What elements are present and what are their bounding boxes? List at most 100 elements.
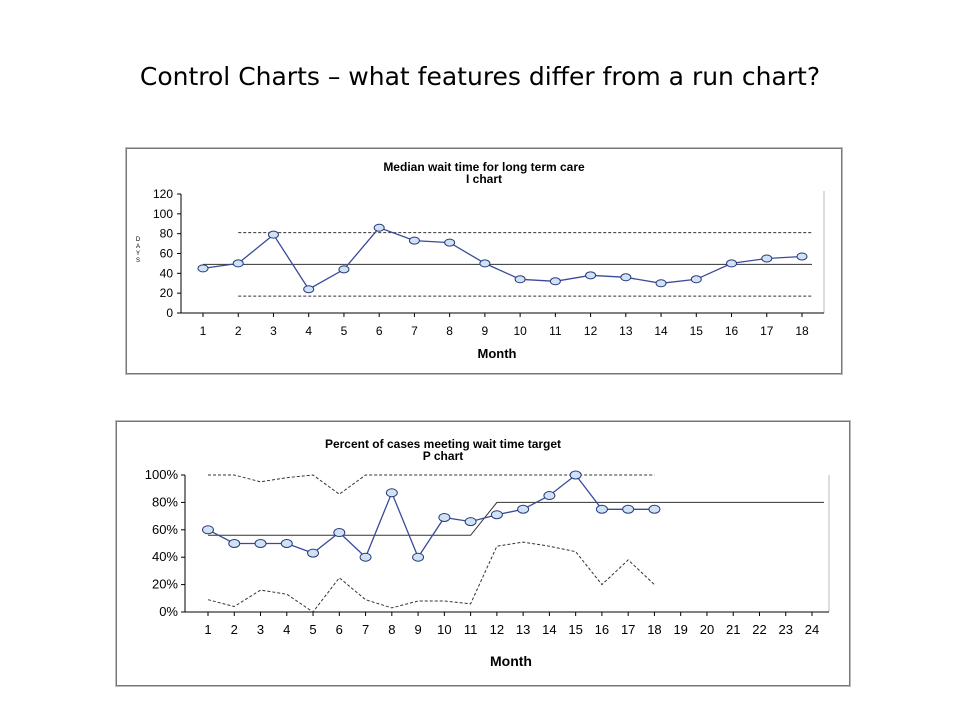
y-tick-label: 80% bbox=[152, 494, 178, 509]
x-tick-label: 22 bbox=[752, 622, 766, 637]
x-tick-label: 2 bbox=[231, 622, 238, 637]
series-line bbox=[202, 226, 803, 291]
x-tick-label: 1 bbox=[200, 324, 207, 338]
x-tick-label: 7 bbox=[411, 324, 418, 338]
y-tick-label: 20% bbox=[152, 577, 178, 592]
y-tick-label: 60 bbox=[160, 247, 174, 261]
data-point bbox=[307, 548, 320, 558]
chart-title: Percent of cases meeting wait time targe… bbox=[325, 437, 561, 451]
y-tick-label: 120 bbox=[153, 187, 173, 201]
y-tick-label: 60% bbox=[152, 522, 178, 537]
data-point bbox=[228, 539, 241, 548]
data-point bbox=[655, 279, 667, 288]
x-tick-label: 11 bbox=[464, 622, 478, 637]
data-point bbox=[254, 539, 267, 548]
x-tick-label: 12 bbox=[584, 324, 598, 338]
chart-subtitle: P chart bbox=[423, 449, 463, 463]
data-point bbox=[232, 259, 244, 268]
x-tick-label: 11 bbox=[549, 324, 562, 338]
x-tick-label: 15 bbox=[568, 622, 582, 637]
data-point bbox=[202, 525, 214, 535]
x-tick-label: 8 bbox=[388, 622, 395, 637]
x-tick-label: 4 bbox=[305, 324, 312, 338]
x-axis-label: Month bbox=[478, 346, 517, 361]
data-point bbox=[464, 517, 477, 527]
x-tick-label: 4 bbox=[283, 622, 290, 637]
data-point bbox=[338, 265, 350, 274]
y-tick-label: 20 bbox=[160, 286, 174, 300]
y-tick-label: 100 bbox=[153, 207, 173, 221]
y-tick-label: 40 bbox=[160, 266, 174, 280]
data-point bbox=[438, 512, 451, 522]
y-tick-label: 0% bbox=[159, 604, 178, 619]
data-point bbox=[280, 539, 293, 548]
x-tick-label: 10 bbox=[513, 324, 527, 338]
x-tick-label: 2 bbox=[235, 324, 242, 338]
x-tick-label: 14 bbox=[542, 622, 556, 637]
x-tick-label: 24 bbox=[805, 622, 819, 637]
x-tick-label: 23 bbox=[779, 622, 793, 637]
y-tick-label: 40% bbox=[152, 549, 178, 564]
y-axis-label-char: S bbox=[136, 258, 140, 264]
data-point bbox=[549, 277, 561, 286]
data-point bbox=[648, 504, 661, 514]
y-axis-label-char: Y bbox=[136, 251, 140, 257]
center-line bbox=[208, 501, 824, 536]
data-point bbox=[543, 491, 556, 501]
x-tick-label: 6 bbox=[336, 622, 343, 637]
x-tick-label: 5 bbox=[309, 622, 316, 637]
data-point bbox=[761, 254, 773, 263]
x-tick-label: 3 bbox=[257, 622, 264, 637]
x-tick-label: 17 bbox=[621, 622, 635, 637]
data-point bbox=[690, 275, 702, 284]
y-axis-label-char: A bbox=[136, 244, 140, 250]
x-tick-label: 10 bbox=[437, 622, 451, 637]
lower-control-limit bbox=[207, 541, 655, 613]
data-point bbox=[585, 271, 597, 280]
y-tick-label: 0 bbox=[166, 306, 173, 320]
i-chart-panel: 0 20 40 60 80 100 120 1 2 3 4 5 6 7 8 9 10 11 12 13 14 15 16 17… bbox=[126, 148, 842, 374]
x-tick-label: 3 bbox=[270, 324, 277, 338]
chart-title: Median wait time for long term care bbox=[383, 160, 585, 174]
x-tick-label: 20 bbox=[700, 622, 714, 637]
x-tick-label: 18 bbox=[795, 324, 809, 338]
x-tick-label: 16 bbox=[595, 622, 609, 637]
series-line bbox=[207, 474, 655, 559]
data-point bbox=[197, 264, 209, 273]
y-tick-label: 80 bbox=[160, 227, 174, 241]
data-point bbox=[726, 259, 738, 268]
data-point bbox=[267, 230, 279, 239]
data-point bbox=[444, 238, 456, 247]
data-point bbox=[359, 552, 372, 562]
data-point bbox=[620, 273, 632, 282]
y-tick-label: 100% bbox=[145, 467, 179, 482]
x-tick-label: 9 bbox=[414, 622, 421, 637]
data-point bbox=[796, 252, 808, 261]
data-point bbox=[490, 510, 503, 520]
data-point bbox=[514, 275, 526, 284]
x-tick-label: 12 bbox=[490, 622, 504, 637]
x-tick-label: 21 bbox=[726, 622, 740, 637]
x-tick-label: 19 bbox=[673, 622, 687, 637]
data-point bbox=[412, 552, 425, 562]
x-tick-label: 17 bbox=[760, 324, 774, 338]
p-chart-svg: 0%20%40%60%80%100%1 2 3 4 5 6 7 8 9 10 11 12 13 14 15 1… bbox=[145, 437, 830, 669]
data-point bbox=[303, 285, 315, 294]
data-point bbox=[333, 528, 346, 538]
x-tick-label: 13 bbox=[619, 324, 633, 338]
data-point bbox=[385, 488, 398, 498]
x-tick-label: 6 bbox=[376, 324, 383, 338]
data-point bbox=[517, 504, 530, 514]
chart-subtitle: I chart bbox=[466, 172, 502, 186]
x-tick-label: 14 bbox=[654, 324, 668, 338]
x-tick-label: 15 bbox=[690, 324, 704, 338]
x-axis-label: Month bbox=[490, 653, 532, 669]
data-point bbox=[595, 504, 608, 514]
x-tick-label: 9 bbox=[482, 324, 489, 338]
x-tick-label: 8 bbox=[446, 324, 453, 338]
x-tick-label: 1 bbox=[204, 622, 211, 637]
p-chart-panel: 0% 20% 40% 60% 80% 100% 1 2 3 4 5 6 7 8 9 10 11 12 13 14 15 1… bbox=[116, 421, 850, 686]
data-point bbox=[373, 223, 385, 232]
